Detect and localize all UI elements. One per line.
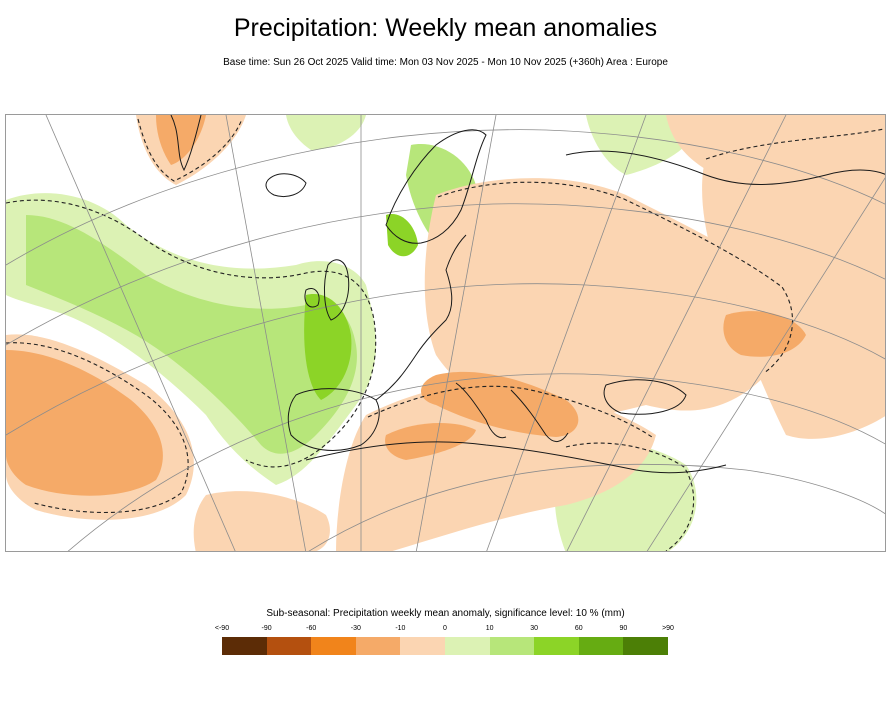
legend-tick-label: 0 (443, 625, 447, 632)
legend-tick-label: <-90 (214, 625, 230, 632)
legend-swatch (266, 637, 312, 655)
legend-swatch (489, 637, 535, 655)
dry-anomaly-areas (6, 115, 885, 551)
precipitation-anomaly-map (5, 114, 886, 552)
legend-tick-label: 30 (530, 625, 539, 632)
graticule (6, 115, 885, 551)
legend-swatch (311, 637, 356, 655)
legend-swatch (400, 637, 445, 655)
legend-swatch (355, 637, 401, 655)
legend-title: Sub-seasonal: Precipitation weekly mean … (266, 608, 625, 619)
legend-tick-label: 60 (574, 625, 583, 632)
legend-tick-label: -10 (395, 625, 406, 632)
map-canvas (6, 115, 885, 551)
legend-swatch (534, 637, 579, 655)
colorbar-legend: Sub-seasonal: Precipitation weekly mean … (0, 608, 891, 655)
legend-swatch (222, 637, 267, 655)
legend-tick-labels: <-90 -90 -60 -30 -10 0 10 30 60 90 >90 (0, 625, 891, 635)
wet-anomaly-areas (6, 115, 885, 551)
legend-color-bar (222, 637, 668, 655)
legend-tick-label: -90 (261, 625, 272, 632)
significance-contours (6, 118, 885, 551)
legend-tick-label: >90 (662, 625, 674, 632)
map-subtitle: Base time: Sun 26 Oct 2025 Valid time: M… (223, 57, 668, 68)
legend-tick-label: -30 (350, 625, 361, 632)
legend-swatch (578, 637, 624, 655)
legend-swatch (444, 637, 490, 655)
legend-tick-label: -60 (306, 625, 317, 632)
legend-tick-label: 10 (485, 625, 494, 632)
legend-swatch (623, 637, 668, 655)
legend-tick-label: 90 (619, 625, 628, 632)
map-title: Precipitation: Weekly mean anomalies (233, 14, 658, 42)
coastlines (170, 115, 885, 474)
